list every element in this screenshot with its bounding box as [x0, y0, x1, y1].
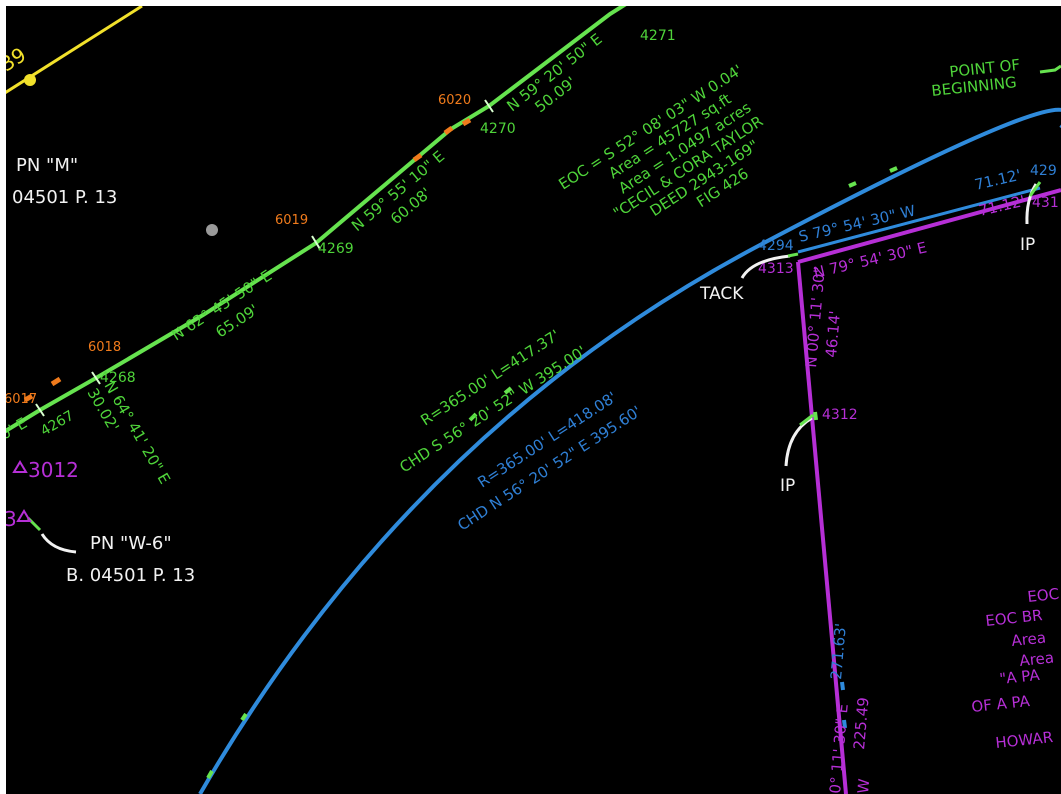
cad-map-viewport[interactable]: 39 4267 4268 4269 4270 4271 6017 6018 60… [6, 6, 1061, 794]
blue-curve-boundary [198, 107, 1061, 794]
green-boundary-line [6, 6, 627, 434]
blue-east-line [797, 186, 1041, 254]
point-4270: 4270 [480, 121, 516, 137]
pob-leader [1039, 64, 1061, 74]
point-6019: 6019 [275, 213, 308, 228]
south-lower-w: W [854, 778, 873, 794]
ip-leader-1 [784, 416, 813, 467]
point-4269: 4269 [318, 241, 354, 257]
pn-m-label: PN "M" [16, 155, 78, 176]
ip-leader-2-tip [1028, 181, 1042, 197]
triangle-marker [16, 509, 32, 522]
ip-label-1: IP [780, 476, 795, 496]
pn-w6-reference: B. 04501 P. 13 [66, 565, 195, 586]
bearing-label: N 64° 41' 20" E [101, 378, 174, 487]
orange-segment [23, 393, 34, 403]
south-lower-distance-purple: 225.49 [850, 696, 873, 750]
pn-m-reference: 04501 P. 13 [12, 187, 117, 208]
orange-segment [412, 152, 423, 163]
svg-text:Area: Area [1011, 628, 1047, 650]
tack-leader [740, 254, 791, 279]
ip-leader-2 [1025, 183, 1038, 225]
pob-label-line2: BEGINNING [931, 73, 1018, 100]
point-partial-3: 3 [6, 507, 17, 531]
south-lower-distance-blue: 271.63' [827, 622, 850, 680]
purple-point-431: 431 [1032, 195, 1059, 211]
svg-text:EOC: EOC [1027, 585, 1060, 606]
south-line-accent-green [813, 411, 818, 421]
south-lower-bearing: 0° 11' 30" E [826, 703, 852, 794]
purple-point-4313: 4313 [758, 261, 794, 277]
right-parcel-block: EOC EOC BR Area Area "A PA OF A PA HOWAR [971, 585, 1060, 752]
svg-text:"A PA: "A PA [999, 666, 1042, 688]
south-line-accents [840, 681, 847, 729]
yellow-point-marker [24, 74, 36, 86]
yellow-point-label: 39 [6, 42, 30, 76]
survey-plat-canvas[interactable]: 39 4267 4268 4269 4270 4271 6017 6018 60… [6, 6, 1061, 794]
svg-text:Area: Area [1019, 648, 1055, 670]
pn-w6-leader [40, 533, 77, 554]
purple-south-line [796, 261, 848, 794]
arc-accents [206, 166, 898, 779]
orange-segment [50, 376, 62, 387]
svg-text:EOC BR: EOC BR [985, 606, 1044, 630]
point-3012: 3012 [28, 458, 79, 482]
grey-point-marker [206, 224, 218, 236]
south-distance: 46.14' [822, 310, 844, 358]
svg-text:HOWAR: HOWAR [995, 728, 1054, 752]
point-6018: 6018 [88, 340, 121, 355]
point-4271: 4271 [640, 28, 676, 44]
tack-label: TACK [699, 284, 744, 304]
point-4267: 4267 [38, 408, 77, 440]
point-6017: 6017 [6, 392, 37, 407]
orange-segment [461, 117, 472, 127]
purple-east-line [797, 188, 1061, 264]
vertex-tick [311, 235, 321, 250]
purple-east-distance: 71.12' [977, 192, 1027, 220]
point-6020: 6020 [438, 93, 471, 108]
tack-leader-tip [787, 252, 799, 258]
svg-text:OF A PA: OF A PA [971, 692, 1032, 716]
vertex-tick [91, 371, 101, 385]
orange-segment [443, 125, 454, 136]
vertex-tick [484, 99, 494, 113]
point-4312: 4312 [822, 407, 858, 423]
yellow-boundary-line [6, 6, 143, 94]
vertex-tick [35, 403, 45, 417]
pn-w6-label: PN "W-6" [90, 533, 172, 554]
ip-leader-1-tip [799, 413, 814, 427]
blue-point-4294: 4294 [758, 238, 794, 254]
point-4268: 4268 [100, 370, 136, 386]
ip-label-2: IP [1020, 235, 1035, 255]
triangle-marker [12, 460, 28, 473]
blue-point-429: 429 [1030, 163, 1057, 179]
blue-east-distance: 71.12' [973, 166, 1023, 194]
